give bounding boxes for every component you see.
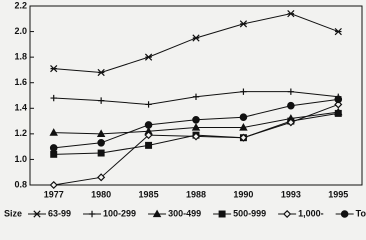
x-tick-label: 1988	[186, 189, 206, 199]
x-tick-label: 1990	[233, 189, 253, 199]
point-marker	[192, 93, 200, 100]
point-marker	[239, 123, 248, 131]
point-marker	[50, 94, 57, 102]
point-marker	[49, 128, 58, 136]
point-marker	[97, 149, 105, 157]
legend-marker	[218, 210, 226, 218]
point-marker	[144, 131, 153, 140]
background	[0, 0, 366, 225]
point-marker	[97, 68, 105, 77]
legend-label: 63-99	[48, 208, 71, 218]
x-tick-label: 1995	[328, 189, 348, 199]
y-tick-label: 2.0	[14, 26, 27, 36]
point-marker	[239, 20, 248, 28]
point-marker	[50, 150, 58, 158]
x-tick-label: 1993	[281, 189, 301, 199]
point-marker	[334, 95, 343, 104]
legend-label: 300-499	[168, 208, 201, 218]
point-marker	[50, 65, 58, 73]
legend-title: Size	[4, 208, 22, 218]
legend-marker	[340, 210, 349, 218]
y-tick-label: 1.0	[14, 154, 27, 164]
point-marker	[145, 101, 152, 108]
y-tick-label: 1.6	[14, 77, 27, 87]
x-tick-label: 1985	[139, 189, 159, 199]
point-marker	[97, 97, 105, 104]
plot-frame	[29, 5, 363, 186]
point-marker	[97, 139, 105, 147]
point-marker	[334, 27, 342, 36]
point-marker	[192, 115, 200, 124]
x-tick-label: 1977	[44, 189, 64, 199]
x-tick-label: 1980	[91, 189, 111, 199]
point-marker	[287, 101, 295, 110]
point-marker	[334, 100, 343, 109]
legend-marker	[283, 209, 292, 219]
point-marker	[287, 10, 295, 18]
point-marker	[97, 173, 106, 182]
point-marker	[191, 132, 201, 141]
legend-label: Total	[356, 208, 366, 218]
point-marker	[145, 141, 153, 149]
point-marker	[96, 129, 106, 138]
point-marker	[144, 53, 153, 61]
legend-marker	[33, 210, 41, 218]
point-marker	[239, 113, 248, 122]
legend-marker	[152, 209, 162, 218]
point-marker	[240, 88, 247, 95]
point-marker	[144, 121, 153, 129]
point-marker	[239, 133, 248, 142]
point-marker	[334, 109, 342, 117]
y-tick-label: 0.8	[14, 179, 27, 189]
y-tick-label: 1.2	[14, 128, 27, 138]
point-marker	[286, 118, 295, 127]
legend-label: 100-299	[103, 208, 136, 218]
y-tick-label: 1.4	[14, 103, 27, 113]
legend-marker	[88, 210, 96, 218]
point-marker	[49, 144, 58, 152]
point-marker	[191, 123, 201, 131]
point-marker	[192, 34, 200, 42]
y-tick-label: 2.2	[14, 0, 27, 10]
chart: Size 0.8 1.0 1.2 1.4 1.6 1.8 2.0 2.2 1977 1980 198…	[0, 0, 366, 225]
y-tick-label: 1.8	[14, 52, 27, 62]
legend-label: 500-999	[233, 208, 266, 218]
point-marker	[49, 180, 58, 190]
legend-label: 1,000-	[298, 208, 324, 218]
point-marker	[287, 88, 295, 95]
